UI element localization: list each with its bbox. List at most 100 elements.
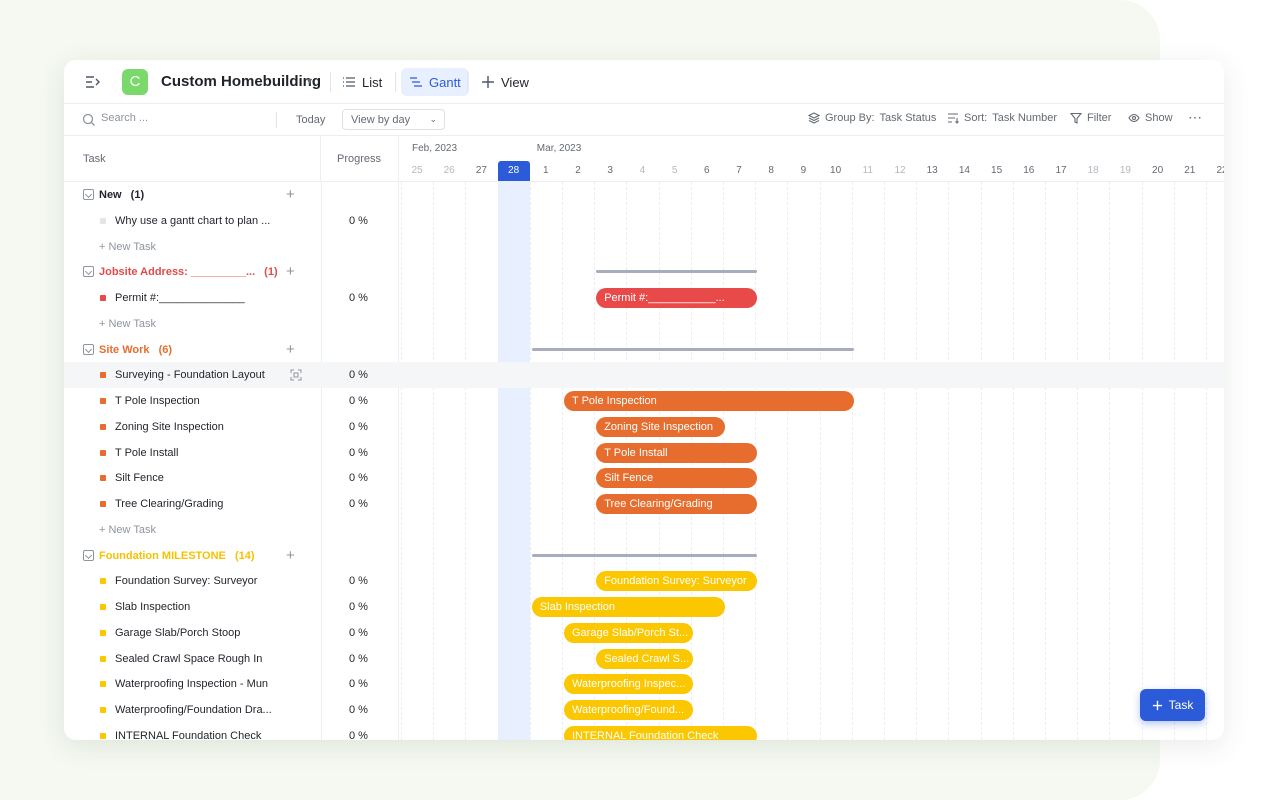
new-task-button[interactable]: + New Task [99,240,156,253]
task-progress: 0 % [349,652,368,665]
new-task-row[interactable]: + New Task [64,517,399,543]
task-bar[interactable]: Slab Inspection [531,597,725,617]
task-row[interactable]: T Pole Inspection 0 % [64,388,399,414]
task-bar[interactable]: Zoning Site Inspection [596,416,725,437]
task-bar[interactable]: Waterproofing/Found... [564,700,693,720]
progress-column-header[interactable]: Progress [321,136,399,182]
add-view-button[interactable]: View [473,68,537,96]
day-label[interactable]: 28 [497,161,530,181]
task-row[interactable]: Slab Inspection 0 % [64,594,399,620]
add-task-icon[interactable]: + [286,186,295,203]
task-bar[interactable]: Permit #:___________... [596,288,758,308]
task-row[interactable]: Garage Slab/Porch Stoop 0 % [64,620,399,646]
filter-button[interactable]: Filter [1070,112,1111,124]
group-header[interactable]: Jobsite Address: _________... (1) + [64,259,399,285]
day-label[interactable]: 26 [443,165,455,176]
day-label[interactable]: 21 [1184,165,1196,176]
day-label[interactable]: 18 [1087,165,1099,176]
expand-icon[interactable] [290,369,302,381]
task-row[interactable]: Silt Fence 0 % [64,465,399,491]
new-task-row[interactable]: + New Task [64,311,399,337]
view-by-select[interactable]: View by day ⌄ [342,109,445,130]
day-label[interactable]: 6 [704,165,710,176]
group-label: Site Work (6) [99,344,172,356]
list-view-button[interactable]: List [334,68,390,96]
day-label[interactable]: 15 [991,165,1003,176]
task-row[interactable]: Waterproofing Inspection - Mun 0 % [64,671,399,697]
task-bar[interactable]: Sealed Crawl S... [596,648,693,669]
today-button[interactable]: Today [296,114,326,126]
day-label[interactable]: 4 [639,165,646,176]
day-label[interactable]: 27 [475,165,487,176]
task-row[interactable]: Surveying - Foundation Layout 0 % [64,362,1224,389]
add-task-icon[interactable]: + [286,340,295,358]
gridline [465,182,467,740]
group-name: Site Work [99,343,150,356]
task-name: Surveying - Foundation Layout [115,369,265,382]
plus-icon [482,76,494,88]
group-by-button[interactable]: Group By: Task Status [808,112,936,124]
task-bar[interactable]: Silt Fence [596,468,758,489]
day-label[interactable]: 9 [800,165,807,176]
task-bar[interactable]: T Pole Install [596,442,758,463]
day-label[interactable]: 17 [1055,165,1067,176]
day-label[interactable]: 20 [1152,165,1164,176]
task-bar[interactable]: Garage Slab/Porch St... [564,622,693,643]
day-label[interactable]: 22 [1216,165,1224,176]
group-header[interactable]: Site Work (6) + [64,337,399,363]
day-label[interactable]: 13 [926,165,938,176]
task-row[interactable]: Zoning Site Inspection 0 % [64,414,399,440]
task-row[interactable]: Tree Clearing/Grading 0 % [64,491,399,517]
day-label[interactable]: 2 [575,165,581,176]
task-row[interactable]: Why use a gantt chart to plan ... 0 % [64,208,399,234]
collapse-icon[interactable] [83,189,94,200]
chevron-down-icon[interactable]: ▼ [305,76,314,86]
task-bar[interactable]: T Pole Inspection [564,391,854,411]
task-row[interactable]: INTERNAL Foundation Check 0 % [64,723,399,740]
task-row[interactable]: T Pole Install 0 % [64,440,399,466]
task-bar[interactable]: INTERNAL Foundation Check [564,725,758,740]
collapse-icon[interactable] [83,343,94,355]
task-row[interactable]: Sealed Crawl Space Rough In 0 % [64,646,399,672]
day-label[interactable]: 19 [1119,165,1131,176]
sidebar-toggle-icon[interactable] [84,73,102,91]
day-label[interactable]: 25 [411,165,423,176]
day-label[interactable]: 1 [543,165,549,176]
day-label[interactable]: 5 [671,165,678,176]
task-bar[interactable]: Foundation Survey: Surveyor [596,571,758,592]
day-label[interactable]: 3 [607,165,613,176]
search-input[interactable] [101,112,261,124]
day-label[interactable]: 10 [830,165,842,176]
group-header[interactable]: Foundation MILESTONE (14) + [64,543,399,569]
collapse-icon[interactable] [83,266,94,278]
status-dot [100,295,106,301]
add-task-icon[interactable]: + [286,546,295,564]
more-options-icon[interactable]: ⋯ [1188,109,1202,125]
day-label[interactable]: 11 [862,165,873,176]
day-label[interactable]: 12 [894,165,906,176]
new-task-row[interactable]: + New Task [64,234,399,260]
gantt-view-button[interactable]: Gantt [401,68,469,96]
task-row[interactable]: Permit #:______________ 0 % [64,285,399,311]
new-task-button[interactable]: + New Task [99,317,156,330]
task-row[interactable]: Foundation Survey: Surveyor 0 % [64,568,399,594]
status-dot [100,604,106,610]
project-title[interactable]: Custom Homebuilding [161,73,321,90]
task-bar[interactable]: Tree Clearing/Grading [596,494,758,514]
task-column-header[interactable]: Task [64,136,321,182]
task-bar[interactable]: Waterproofing Inspec... [564,674,693,695]
day-label[interactable]: 8 [768,165,774,176]
day-label[interactable]: 7 [736,165,742,176]
divider [395,72,396,92]
group-header[interactable]: New (1) + [64,182,399,208]
task-row[interactable]: Waterproofing/Foundation Dra... 0 % [64,697,399,723]
new-task-button[interactable]: + New Task [99,523,156,536]
show-button[interactable]: Show [1128,112,1173,124]
add-task-button[interactable]: Task [1140,689,1205,721]
day-label[interactable]: 14 [958,165,970,176]
day-label[interactable]: 16 [1023,165,1035,176]
sort-button[interactable]: Sort: Task Number [947,112,1057,124]
add-task-icon[interactable]: + [286,263,295,281]
collapse-icon[interactable] [83,549,94,561]
gridline [562,182,563,740]
